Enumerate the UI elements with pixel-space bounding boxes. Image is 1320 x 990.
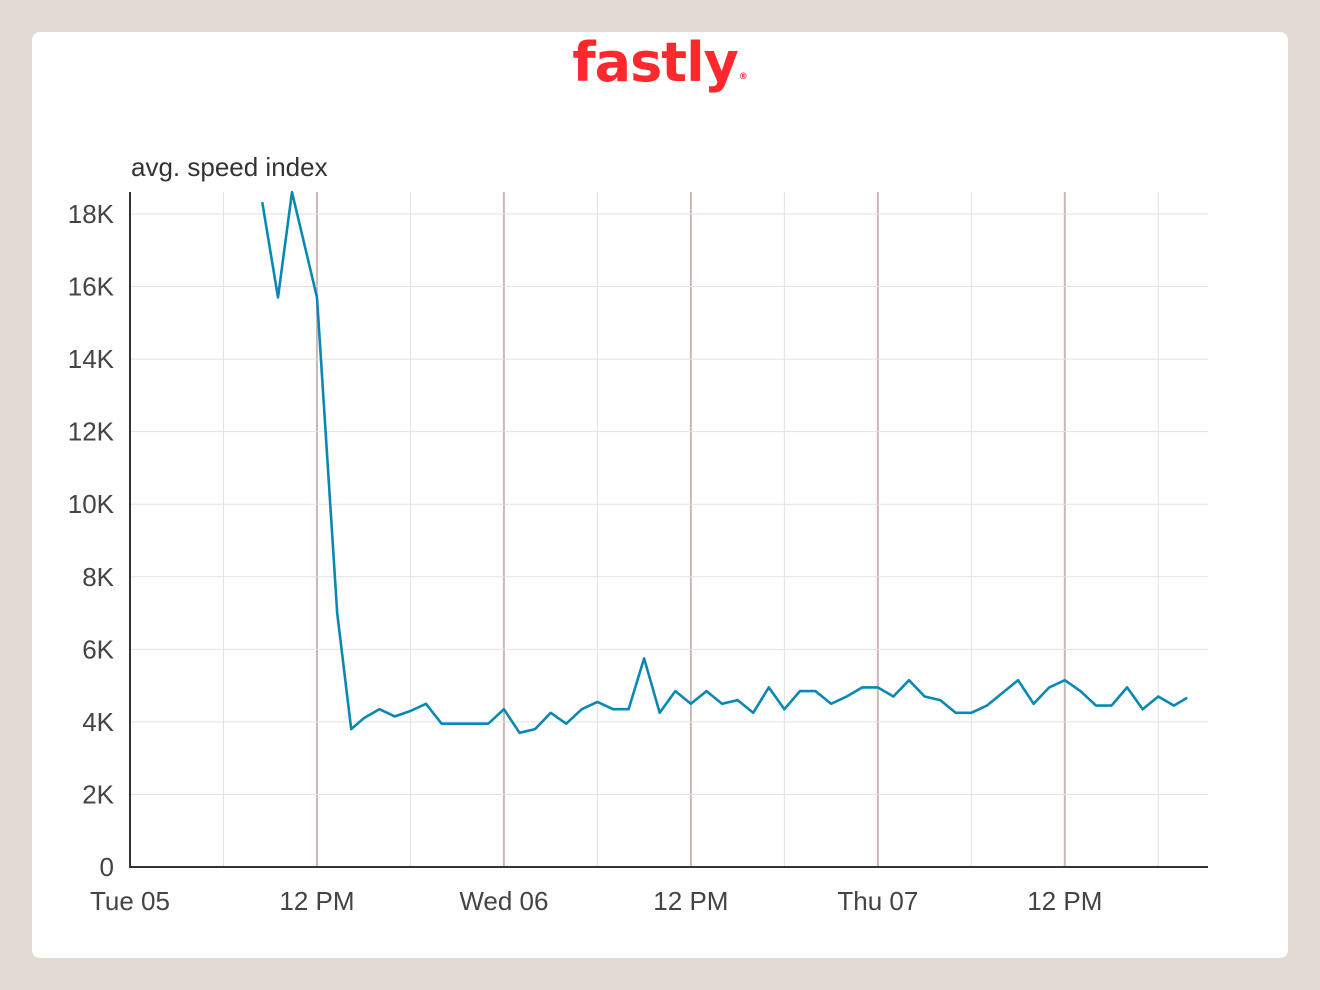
logo-text: fastly [572, 31, 739, 94]
y-tick-label: 2K [82, 779, 114, 809]
y-axis-label: avg. speed index [131, 152, 328, 182]
series-line [261, 190, 1188, 735]
x-tick-label: 12 PM [279, 886, 354, 916]
fastly-logo: fastly® [0, 36, 1320, 90]
y-tick-label: 4K [82, 707, 114, 737]
x-tick-label: 12 PM [653, 886, 728, 916]
chart-card [32, 32, 1288, 958]
y-tick-label: 18K [68, 199, 115, 229]
x-tick-label: Tue 05 [90, 886, 170, 916]
x-tick-label: 12 PM [1027, 886, 1102, 916]
y-tick-label: 16K [68, 272, 115, 302]
registered-mark: ® [738, 72, 748, 82]
y-tick-label: 8K [82, 562, 114, 592]
x-tick-label: Thu 07 [837, 886, 918, 916]
y-tick-label: 6K [82, 634, 114, 664]
y-tick-label: 0 [100, 852, 114, 882]
x-tick-label: Wed 06 [459, 886, 548, 916]
y-tick-label: 10K [68, 489, 115, 519]
y-tick-label: 12K [68, 417, 115, 447]
y-tick-label: 14K [68, 344, 115, 374]
